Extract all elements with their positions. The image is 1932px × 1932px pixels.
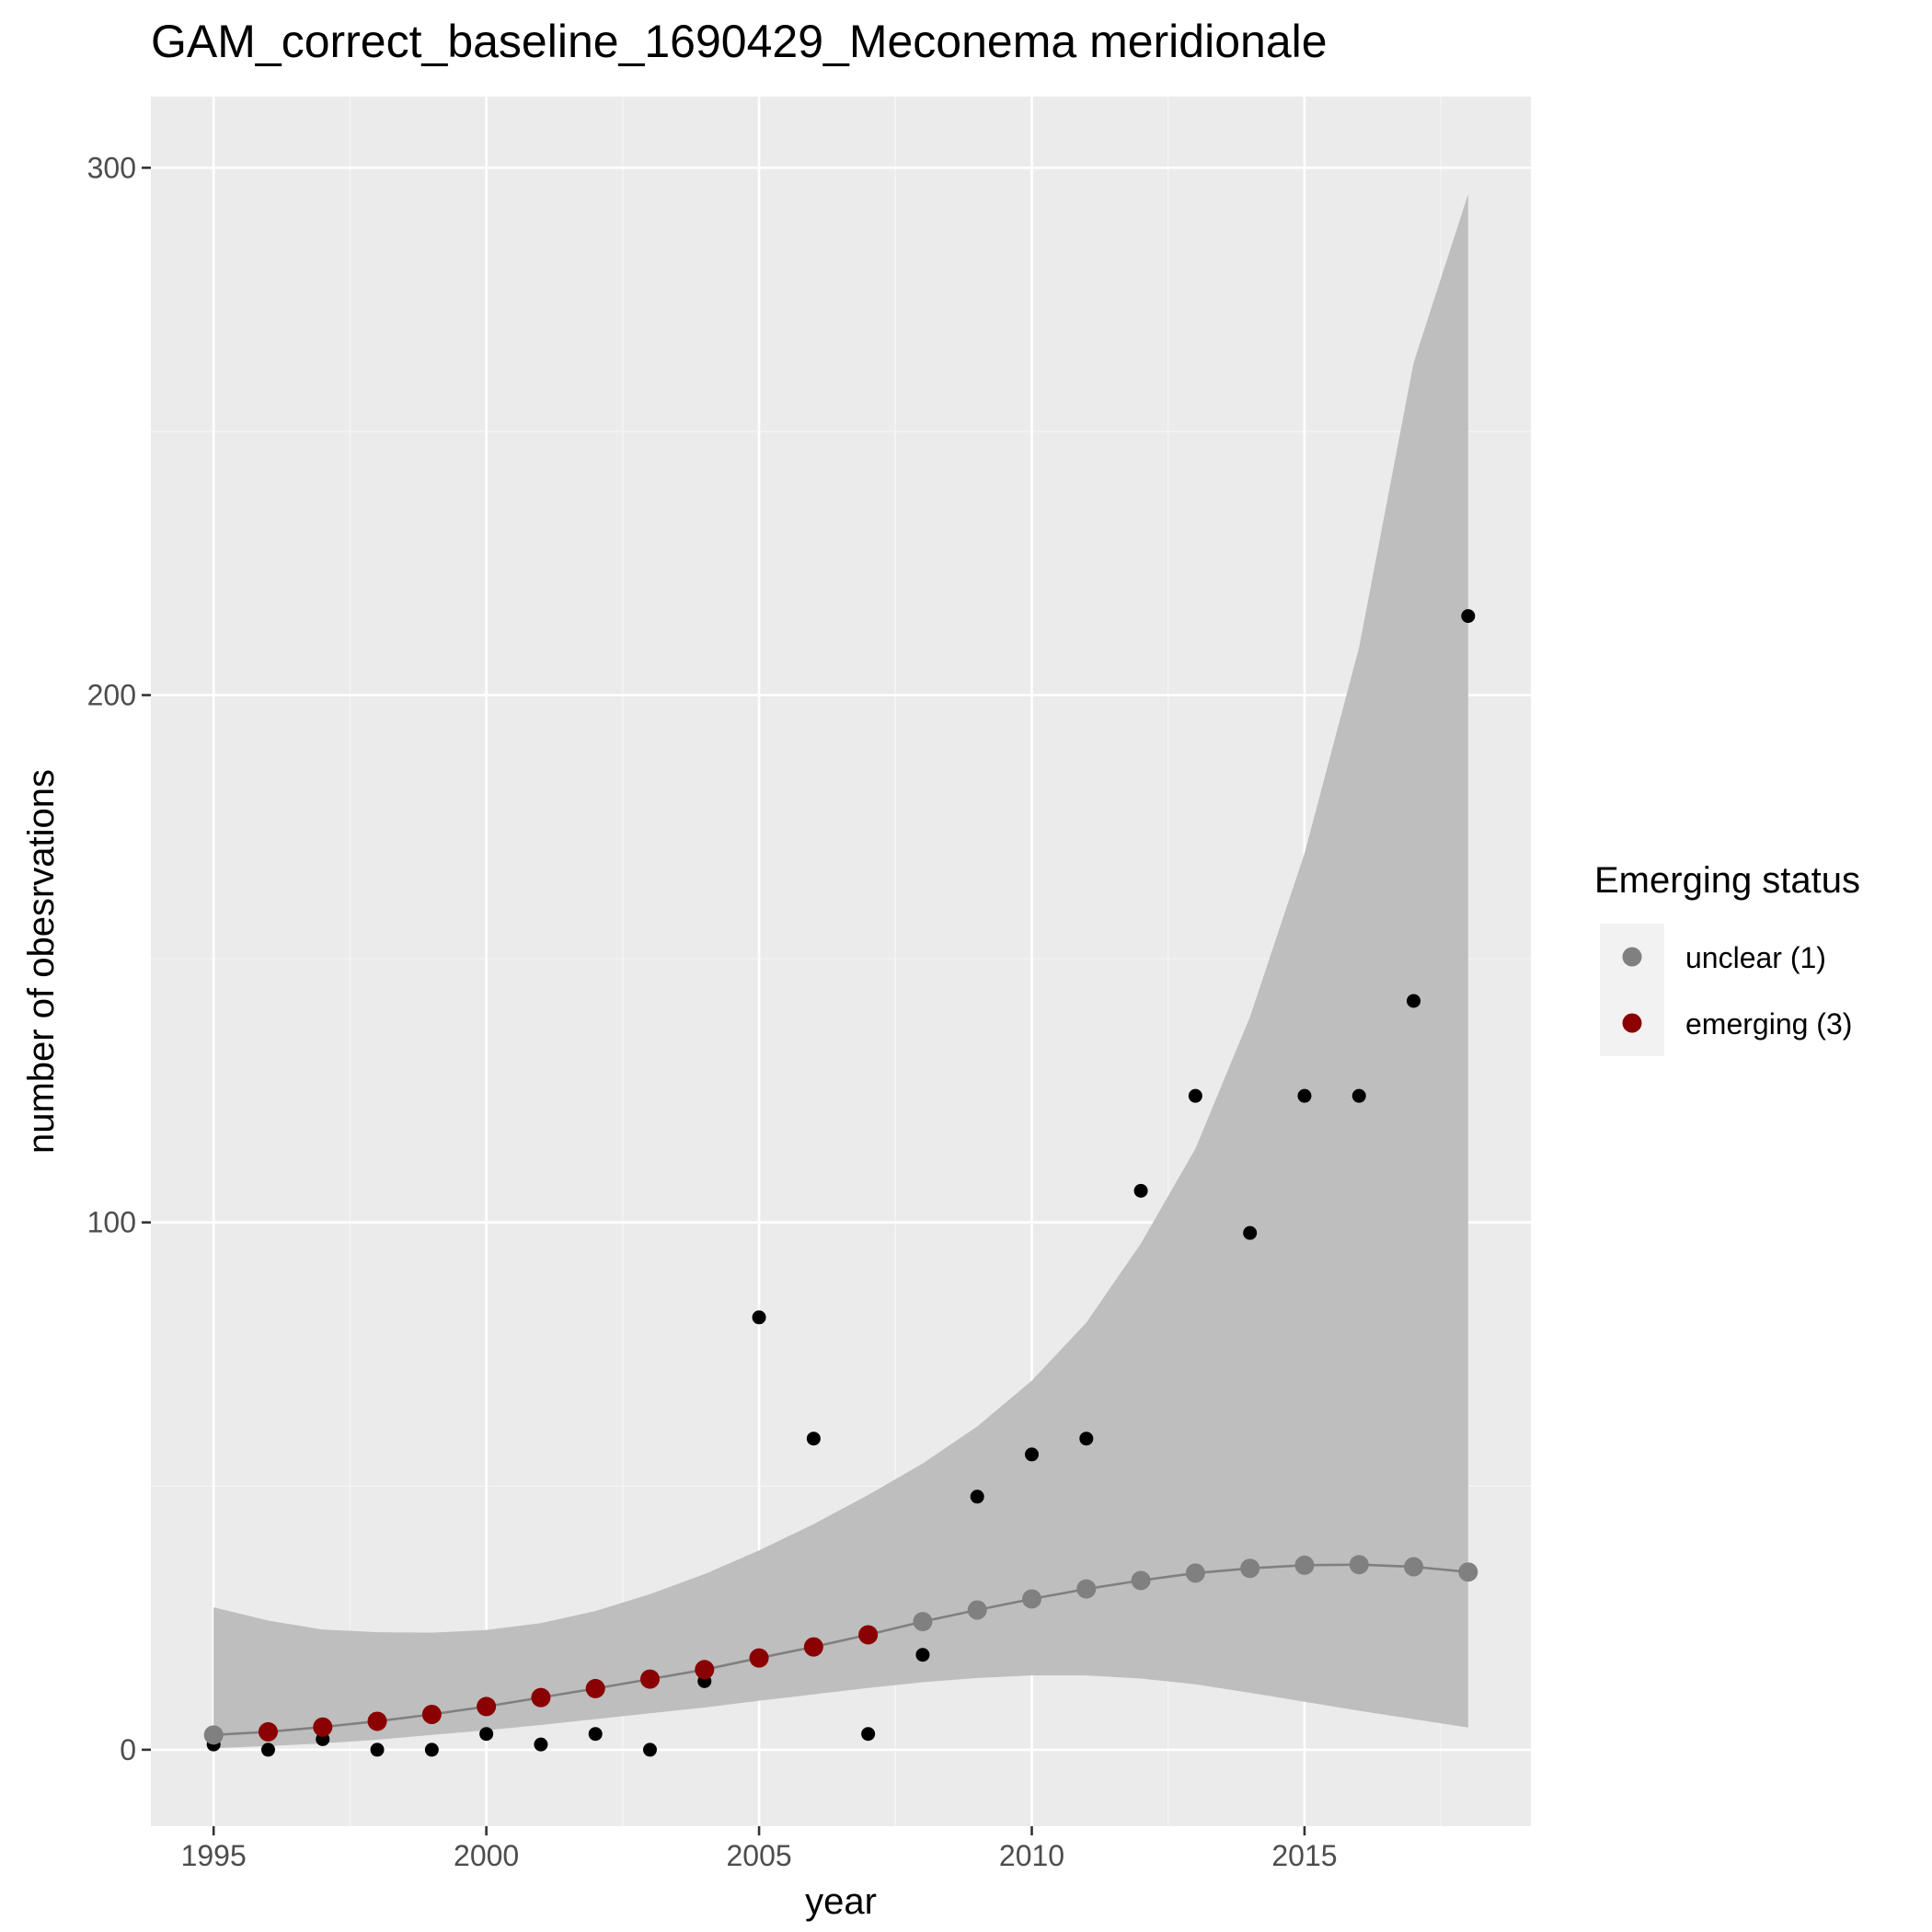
- observed-point: [260, 1742, 275, 1757]
- fit-point: [1185, 1563, 1205, 1583]
- observed-point: [1461, 609, 1476, 624]
- observed-point: [752, 1310, 766, 1325]
- chart-title: GAM_correct_baseline_1690429_Meconema me…: [151, 16, 1328, 67]
- observed-point: [806, 1432, 821, 1446]
- fit-point: [1022, 1589, 1042, 1609]
- legend-title: Emerging status: [1594, 860, 1860, 901]
- fit-points: [203, 1555, 1478, 1745]
- y-axis-title: number of obesrvations: [21, 769, 62, 1154]
- observed-point: [1351, 1088, 1366, 1103]
- fit-point: [258, 1721, 278, 1742]
- confidence-band: [213, 194, 1468, 1749]
- fit-point: [913, 1612, 933, 1632]
- observed-point: [1297, 1088, 1312, 1103]
- observed-point: [915, 1648, 930, 1662]
- fit-point: [585, 1678, 605, 1698]
- observed-point: [1243, 1225, 1258, 1240]
- x-tick-label: 2010: [999, 1839, 1064, 1872]
- fit-point: [1294, 1555, 1315, 1575]
- fit-point: [858, 1625, 879, 1645]
- fit-point: [1349, 1555, 1369, 1575]
- x-tick-label: 2015: [1271, 1839, 1337, 1872]
- y-tick-label: 100: [87, 1206, 136, 1239]
- fit-point: [967, 1600, 987, 1620]
- fit-point: [531, 1687, 551, 1708]
- observed-point: [534, 1737, 548, 1752]
- y-tick-label: 0: [120, 1733, 136, 1766]
- fit-point: [313, 1717, 333, 1737]
- fit-point: [803, 1637, 823, 1657]
- fit-point: [421, 1704, 442, 1724]
- fit-point: [1458, 1562, 1478, 1582]
- x-tick-label: 2000: [454, 1839, 519, 1872]
- legend-marker: [1622, 947, 1642, 967]
- fit-point: [1131, 1570, 1151, 1591]
- observed-point: [588, 1727, 603, 1742]
- fit-point: [1076, 1579, 1097, 1599]
- observed-points: [206, 609, 1476, 1757]
- major-gridlines: [151, 97, 1531, 1826]
- legend-entries: unclear (1) emerging (3): [1600, 924, 1852, 1056]
- observed-point: [642, 1742, 657, 1757]
- fit-point: [749, 1648, 769, 1668]
- legend-label: unclear (1): [1685, 941, 1826, 974]
- legend-label: emerging (3): [1685, 1007, 1852, 1041]
- fit-point: [695, 1660, 715, 1680]
- observed-point: [370, 1742, 385, 1757]
- x-tick-label: 1995: [181, 1839, 247, 1872]
- legend: Emerging status unclear (1) emerging (3): [1594, 860, 1860, 1056]
- fit-point: [639, 1669, 660, 1689]
- y-axis: 0 100 200 300: [87, 151, 151, 1766]
- observed-point: [479, 1727, 494, 1742]
- observed-point: [1025, 1447, 1040, 1462]
- observed-point: [970, 1489, 984, 1504]
- fit-point: [477, 1696, 497, 1717]
- fit-point: [203, 1725, 224, 1745]
- observed-point: [861, 1727, 876, 1742]
- x-tick-label: 2005: [726, 1839, 791, 1872]
- y-tick-label: 300: [87, 151, 136, 184]
- fit-point: [1404, 1557, 1424, 1577]
- observed-point: [1079, 1432, 1094, 1446]
- observed-point: [1407, 994, 1421, 1008]
- fit-point: [1240, 1558, 1260, 1579]
- observed-point: [1133, 1183, 1148, 1198]
- x-axis-title: year: [805, 1881, 877, 1922]
- observed-point: [1188, 1088, 1202, 1103]
- y-tick-label: 200: [87, 679, 136, 712]
- fit-point: [367, 1711, 387, 1731]
- x-axis: 1995 2000 2005 2010 2015: [181, 1826, 1338, 1872]
- observed-point: [424, 1742, 439, 1757]
- legend-marker: [1622, 1013, 1642, 1033]
